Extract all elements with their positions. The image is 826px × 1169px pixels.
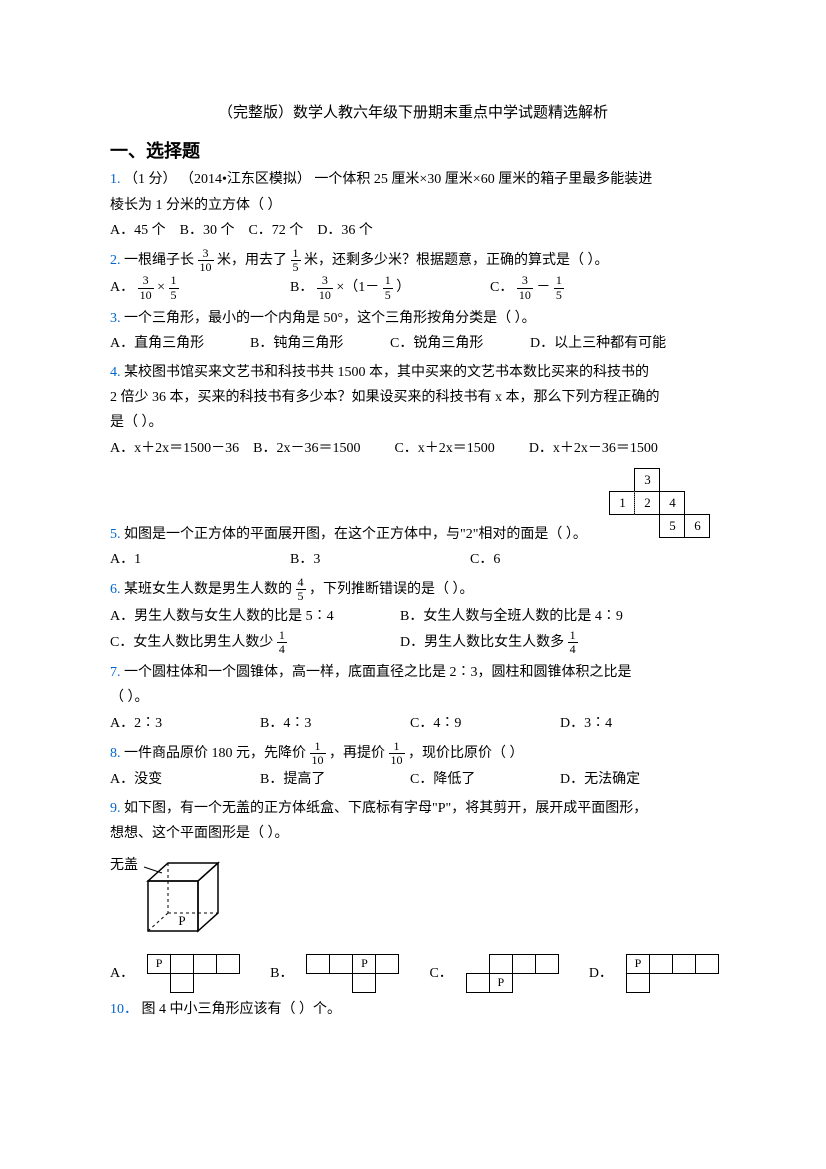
q9-wugai-label: 无盖: [110, 853, 138, 878]
q1-opt-a: A．45 个: [110, 218, 166, 243]
q9-line2: 想想、这个平面图形是（ ）。: [110, 826, 289, 841]
q1-source: （2014•江东区模拟）: [180, 172, 311, 187]
q5-opt-c: C．6: [470, 547, 500, 572]
q5-text: 如图是一个正方体的平面展开图，在这个正方体中，与"2"相对的面是（ ）。: [124, 527, 587, 542]
question-9: 9. 如下图，有一个无盖的正方体纸盒、下底标有字母"P"，将其剪开，展开成平面图…: [110, 796, 716, 992]
q9-line1: 如下图，有一个无盖的正方体纸盒、下底标有字母"P"，将其剪开，展开成平面图形，: [124, 801, 647, 816]
q10-number: 10．: [110, 1002, 138, 1017]
question-3: 3. 一个三角形，最小的一个内角是 50°，这个三角形按角分类是（ ）。 A．直…: [110, 306, 716, 356]
q5-opt-a: A．1: [110, 547, 290, 572]
q5-cell-3: 3: [634, 468, 660, 492]
q6-opt-b: B．女生人数与全班人数的比是 4∶9: [400, 604, 623, 629]
q8-t1: 一件商品原价 180 元，先降价: [124, 746, 306, 761]
q2-opt-b: B． 310 ×（1－ 15 ）: [290, 274, 490, 301]
q2-opt-a: A． 310 × 15: [110, 274, 290, 301]
q2-mid1: 米，用去了: [217, 253, 287, 268]
q6-opt-d: D．男生人数比女生人数多 14: [400, 629, 578, 656]
q8-opt-d: D．无法确定: [560, 767, 640, 792]
q1-number: 1.: [110, 172, 121, 187]
question-8: 8. 一件商品原价 180 元，先降价 110 ，再提价 110 ，现价比原价（…: [110, 740, 716, 793]
section-header: 一、选择题: [110, 135, 716, 167]
q9-opt-d-net: P: [627, 955, 719, 993]
q4-opt-c: C．x＋2x＝1500: [394, 436, 494, 461]
q1-text2: 棱长为 1 分米的立方体（ ）: [110, 198, 282, 213]
q4-opt-a: A．x＋2x＝1500－36: [110, 436, 239, 461]
q6-t1: 某班女生人数是男生人数的: [124, 582, 292, 597]
q9-number: 9.: [110, 801, 121, 816]
q1-opt-c: C．72 个: [248, 218, 303, 243]
q4-line1: 某校图书馆买来文艺书和科技书共 1500 本，其中买来的文艺书本数比买来的科技书…: [124, 365, 649, 380]
q7-line2: （ ）。: [110, 690, 149, 705]
q3-opt-c: C．锐角三角形: [390, 331, 530, 356]
q6-opt-a: A．男生人数与女生人数的比是 5∶4: [110, 604, 400, 629]
q2-frac2: 15: [291, 247, 301, 274]
q9-opt-c-label: C．: [429, 961, 452, 986]
q8-t3: ，现价比原价（ ）: [408, 746, 524, 761]
q3-number: 3.: [110, 311, 121, 326]
q8-opt-c: C．降低了: [410, 767, 560, 792]
q9-opt-b-net: P: [307, 955, 399, 993]
q8-t2: ，再提价: [329, 746, 385, 761]
q1-opt-b: B．30 个: [180, 218, 235, 243]
q5-net-diagram: 3 1 2 4 5 6: [610, 469, 710, 538]
q6-opt-c: C．女生人数比男生人数少 14: [110, 629, 400, 656]
q5-cell-2: 2: [634, 491, 660, 515]
q10-text: 图 4 中小三角形应该有（ ）个。: [142, 1002, 342, 1017]
q9-opt-a-label: A．: [110, 961, 134, 986]
q5-opt-b: B．3: [290, 547, 470, 572]
q8-frac2: 110: [389, 740, 405, 767]
q7-opt-c: C．4∶9: [410, 711, 560, 736]
q9-opt-a-net: P: [148, 955, 240, 993]
q8-opt-b: B．提高了: [260, 767, 410, 792]
q9-opt-d-label: D．: [589, 961, 613, 986]
question-5: 5. 如图是一个正方体的平面展开图，在这个正方体中，与"2"相对的面是（ ）。 …: [110, 465, 716, 572]
q6-frac: 45: [296, 576, 306, 603]
question-10: 10． 图 4 中小三角形应该有（ ）个。: [110, 997, 716, 1022]
q4-line3: 是（ ）。: [110, 415, 163, 430]
q4-opt-d: D．x＋2x－36＝1500: [529, 436, 658, 461]
q2-mid2: 米，还剩多少米？根据题意，正确的算式是（ ）。: [304, 253, 609, 268]
document-title: （完整版）数学人教六年级下册期末重点中学试题精选解析: [110, 100, 716, 127]
q5-cell-5: 5: [659, 514, 685, 538]
q5-cell-6: 6: [684, 514, 710, 538]
svg-text:P: P: [178, 913, 185, 928]
q8-opt-a: A．没变: [110, 767, 260, 792]
q2-t1: 一根绳子长: [124, 253, 194, 268]
q7-line1: 一个圆柱体和一个圆锥体，高一样，底面直径之比是 2∶3，圆柱和圆锥体积之比是: [124, 665, 632, 680]
question-1: 1. （1 分） （2014•江东区模拟） 一个体积 25 厘米×30 厘米×6…: [110, 167, 716, 243]
q4-line2: 2 倍少 36 本，买来的科技书有多少本？如果设买来的科技书有 x 本，那么下列…: [110, 390, 660, 405]
q5-cell-1: 1: [609, 491, 635, 515]
q7-opt-a: A．2∶3: [110, 711, 260, 736]
q2-number: 2.: [110, 253, 121, 268]
q5-number: 5.: [110, 527, 121, 542]
q7-opt-d: D．3∶4: [560, 711, 612, 736]
q6-number: 6.: [110, 582, 121, 597]
q1-score: （1 分）: [124, 172, 177, 187]
q3-opt-d: D．以上三种都有可能: [530, 331, 666, 356]
q7-number: 7.: [110, 665, 121, 680]
q1-opt-d: D．36 个: [317, 218, 373, 243]
q3-text: 一个三角形，最小的一个内角是 50°，这个三角形按角分类是（ ）。: [124, 311, 536, 326]
q9-opt-b-label: B．: [270, 961, 293, 986]
q2-frac1: 310: [198, 247, 214, 274]
question-7: 7. 一个圆柱体和一个圆锥体，高一样，底面直径之比是 2∶3，圆柱和圆锥体积之比…: [110, 660, 716, 736]
q9-options: A． P B． P C． P D． P: [110, 955, 716, 993]
q6-t2: ，下列推断错误的是（ ）。: [309, 582, 474, 597]
question-4: 4. 某校图书馆买来文艺书和科技书共 1500 本，其中买来的文艺书本数比买来的…: [110, 360, 716, 461]
q8-number: 8.: [110, 746, 121, 761]
q3-opt-b: B．钝角三角形: [250, 331, 390, 356]
q8-frac1: 110: [310, 740, 326, 767]
q7-opt-b: B．4∶3: [260, 711, 410, 736]
q9-opt-c-net: P: [467, 955, 559, 993]
q2-opt-c: C． 310 － 15: [490, 274, 564, 301]
q4-number: 4.: [110, 365, 121, 380]
q1-text1: 一个体积 25 厘米×30 厘米×60 厘米的箱子里最多能装进: [314, 172, 652, 187]
q4-opt-b: B．2x－36＝1500: [253, 436, 360, 461]
q5-cell-4: 4: [659, 491, 685, 515]
question-6: 6. 某班女生人数是男生人数的 45 ，下列推断错误的是（ ）。 A．男生人数与…: [110, 576, 716, 656]
q3-opt-a: A．直角三角形: [110, 331, 250, 356]
question-2: 2. 一根绳子长 310 米，用去了 15 米，还剩多少米？根据题意，正确的算式…: [110, 247, 716, 302]
q9-cube-diagram: 无盖 P: [110, 851, 230, 951]
